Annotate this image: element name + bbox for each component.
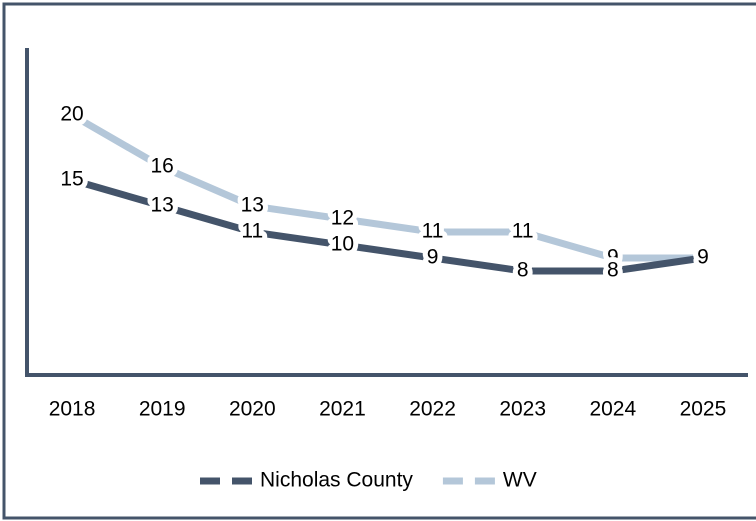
data-label: 9 (607, 246, 619, 269)
data-label: 8 (607, 259, 619, 282)
x-tick-label: 2022 (409, 398, 456, 421)
data-label: 11 (422, 220, 444, 243)
data-label: 11 (512, 220, 534, 243)
data-label: 15 (60, 168, 83, 191)
x-tick-label: 2023 (499, 398, 546, 421)
data-label: 13 (151, 194, 174, 217)
data-label: 12 (331, 207, 354, 230)
x-tick-label: 2021 (319, 398, 366, 421)
data-label: 13 (241, 194, 264, 217)
data-label: 11 (241, 220, 263, 243)
legend-label: WV (503, 469, 537, 492)
line-series (71, 176, 704, 275)
legend-label: Nicholas County (260, 469, 413, 492)
x-tick-label: 2025 (680, 398, 727, 421)
data-label: 8 (517, 259, 529, 282)
data-label: 9 (697, 246, 709, 269)
x-tick-label: 2019 (139, 398, 186, 421)
line-series (70, 111, 703, 262)
data-label: 9 (427, 246, 439, 269)
data-label: 9 (697, 246, 709, 269)
x-tick-label: 2020 (229, 398, 276, 421)
x-tick-label: 2024 (589, 398, 636, 421)
data-label: 16 (151, 155, 174, 178)
data-label: 20 (60, 103, 83, 126)
x-tick-label: 2018 (49, 398, 96, 421)
data-label: 10 (331, 233, 354, 256)
